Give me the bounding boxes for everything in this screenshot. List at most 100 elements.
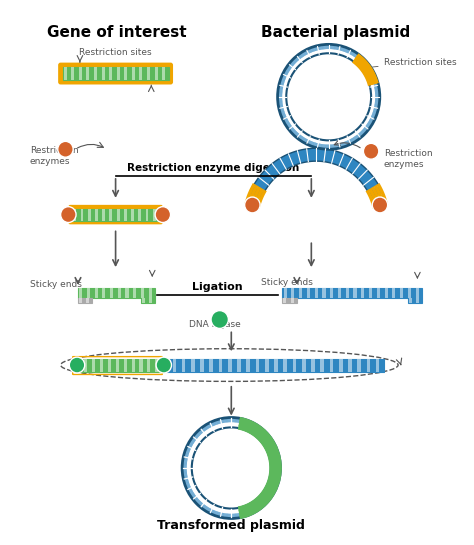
- Bar: [108, 359, 111, 372]
- Bar: [299, 288, 302, 298]
- Bar: [330, 288, 333, 298]
- Bar: [73, 209, 76, 221]
- Bar: [84, 359, 87, 372]
- Bar: [100, 359, 103, 372]
- Bar: [346, 288, 349, 298]
- Bar: [292, 288, 294, 298]
- Bar: [87, 288, 90, 298]
- Text: Sticky ends: Sticky ends: [261, 278, 313, 287]
- Bar: [88, 209, 91, 221]
- Bar: [274, 359, 278, 372]
- Bar: [320, 359, 324, 372]
- Bar: [109, 67, 112, 80]
- Bar: [79, 298, 82, 302]
- Text: Restriction sites: Restriction sites: [373, 58, 456, 67]
- Bar: [102, 209, 105, 221]
- Bar: [357, 359, 361, 372]
- Bar: [146, 209, 148, 221]
- Bar: [307, 288, 310, 298]
- Bar: [149, 298, 152, 302]
- Bar: [302, 359, 306, 372]
- Bar: [81, 209, 83, 221]
- Bar: [64, 67, 67, 80]
- Text: Restriction
enzymes: Restriction enzymes: [383, 149, 432, 169]
- Bar: [265, 359, 269, 372]
- Text: DNA Ligase: DNA Ligase: [189, 320, 241, 329]
- Bar: [102, 288, 105, 298]
- Bar: [292, 359, 296, 372]
- Bar: [133, 288, 136, 298]
- Text: Bacterial plasmid: Bacterial plasmid: [261, 25, 410, 40]
- Bar: [392, 288, 395, 298]
- Bar: [162, 67, 165, 80]
- Circle shape: [69, 357, 85, 373]
- Bar: [141, 288, 144, 298]
- Bar: [283, 359, 287, 372]
- Bar: [92, 359, 95, 372]
- Bar: [86, 298, 89, 302]
- Bar: [311, 359, 315, 372]
- Text: Transformed plasmid: Transformed plasmid: [157, 519, 305, 532]
- Bar: [416, 298, 419, 302]
- Bar: [95, 209, 98, 221]
- Bar: [228, 359, 232, 372]
- Bar: [283, 298, 286, 302]
- Bar: [182, 359, 185, 372]
- Bar: [408, 288, 411, 298]
- Bar: [408, 298, 422, 302]
- Bar: [141, 298, 155, 302]
- Bar: [71, 67, 74, 80]
- Bar: [400, 288, 403, 298]
- Bar: [291, 298, 293, 302]
- Bar: [131, 359, 135, 372]
- Bar: [283, 288, 422, 298]
- Bar: [366, 359, 370, 372]
- Bar: [116, 359, 119, 372]
- Bar: [126, 288, 128, 298]
- Bar: [155, 67, 158, 80]
- Bar: [138, 209, 141, 221]
- Text: Gene of interest: Gene of interest: [47, 25, 186, 40]
- Bar: [376, 359, 380, 372]
- Bar: [210, 359, 213, 372]
- Bar: [361, 288, 365, 298]
- Bar: [163, 359, 167, 372]
- Bar: [153, 209, 156, 221]
- Bar: [255, 359, 259, 372]
- Bar: [283, 288, 287, 298]
- Bar: [147, 359, 150, 372]
- Bar: [95, 288, 98, 298]
- Bar: [384, 288, 388, 298]
- Text: Restriction sites: Restriction sites: [79, 48, 152, 57]
- Bar: [155, 359, 158, 372]
- Bar: [377, 288, 380, 298]
- Bar: [101, 67, 105, 80]
- Bar: [219, 359, 222, 372]
- Circle shape: [364, 143, 379, 159]
- Bar: [117, 209, 119, 221]
- Bar: [315, 288, 318, 298]
- Bar: [200, 359, 204, 372]
- Circle shape: [155, 207, 171, 222]
- Bar: [246, 359, 250, 372]
- Bar: [86, 67, 90, 80]
- FancyBboxPatch shape: [69, 205, 162, 223]
- Bar: [79, 288, 82, 298]
- Bar: [322, 288, 326, 298]
- Circle shape: [58, 141, 73, 157]
- Bar: [338, 288, 341, 298]
- Circle shape: [245, 197, 260, 213]
- Bar: [78, 288, 155, 298]
- Bar: [416, 288, 419, 298]
- Bar: [348, 359, 352, 372]
- Bar: [339, 359, 343, 372]
- Circle shape: [61, 207, 76, 222]
- Bar: [173, 359, 176, 372]
- Text: Ligation: Ligation: [191, 282, 242, 292]
- Bar: [78, 298, 92, 302]
- Circle shape: [211, 311, 228, 329]
- Circle shape: [372, 197, 388, 213]
- Bar: [72, 209, 159, 221]
- Text: Sticky ends: Sticky ends: [30, 280, 82, 289]
- Polygon shape: [246, 148, 386, 207]
